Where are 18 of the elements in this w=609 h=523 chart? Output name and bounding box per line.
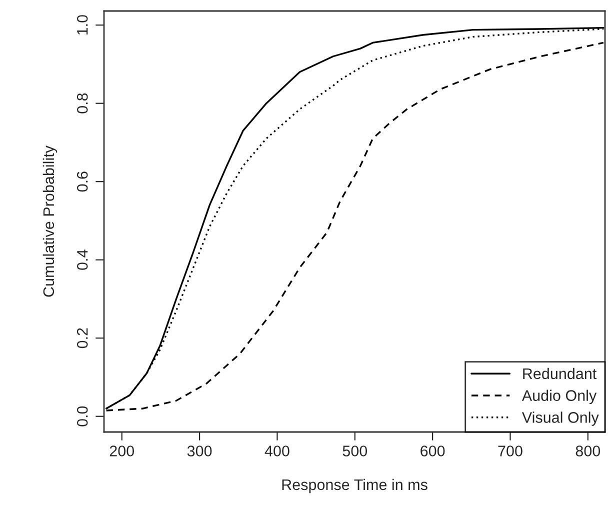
y-tick-label: 0.2 [76,328,88,348]
legend-label: Audio Only [522,390,597,404]
x-tick-label: 200 [110,446,134,456]
y-tick-label: 0.8 [76,93,88,114]
y-tick-label: 0.4 [76,250,88,270]
x-tick-label: 800 [576,446,600,456]
x-axis-title: Response Time in ms [282,478,428,494]
y-tick-label: 0.0 [76,406,88,426]
y-axis-title: Cumulative Probability [42,146,58,297]
y-tick-label: 1.0 [76,15,88,35]
legend-label: Redundant [523,368,597,380]
x-tick-label: 400 [264,446,290,456]
legend-label: Visual Only [522,412,599,426]
x-tick-label: 500 [342,446,368,456]
x-tick-label: 300 [187,446,212,456]
x-tick-label: 600 [420,446,445,456]
x-tick-label: 700 [498,446,522,456]
y-tick-label: 0.6 [76,172,88,192]
